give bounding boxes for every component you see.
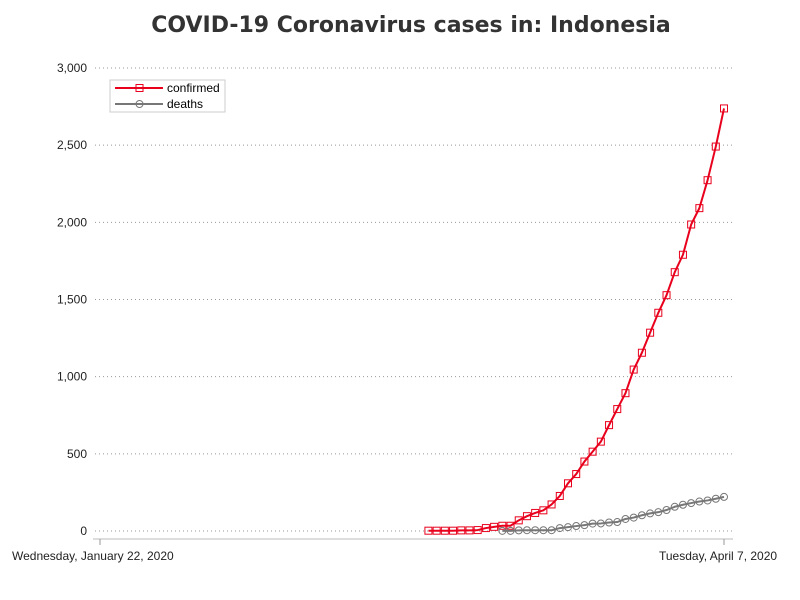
data-point-confirmed (572, 470, 581, 479)
data-point-confirmed (449, 526, 458, 535)
data-point-confirmed (547, 500, 556, 509)
data-point-deaths (720, 492, 728, 501)
data-point-deaths (572, 522, 581, 531)
data-point-deaths (547, 526, 556, 535)
data-point-confirmed (662, 291, 671, 300)
data-point-deaths (531, 526, 540, 535)
data-point-confirmed (695, 204, 704, 213)
series-line-confirmed (428, 108, 725, 532)
y-tick-label: 2,500 (57, 138, 87, 152)
x-tick-label: Tuesday, April 7, 2020 (659, 549, 777, 563)
data-point-confirmed (580, 457, 589, 466)
data-point-deaths (514, 526, 523, 535)
data-point-deaths (605, 518, 614, 527)
series-deaths (498, 492, 728, 535)
gridlines (95, 67, 732, 532)
data-point-confirmed (440, 526, 449, 535)
data-point-confirmed (711, 142, 720, 151)
data-point-confirmed (539, 506, 548, 515)
data-point-deaths (580, 521, 589, 530)
data-point-confirmed (457, 526, 466, 535)
x-tick-label: Wednesday, January 22, 2020 (12, 549, 174, 563)
data-point-confirmed (613, 405, 622, 414)
data-point-confirmed (654, 308, 663, 317)
data-point-confirmed (424, 526, 433, 535)
data-point-deaths (555, 524, 564, 533)
data-point-deaths (621, 514, 630, 523)
data-point-confirmed (473, 526, 482, 535)
y-tick-label: 1,000 (57, 370, 87, 384)
data-point-confirmed (564, 479, 572, 488)
series-line-deaths (502, 495, 725, 532)
data-point-deaths (711, 494, 720, 503)
data-point-deaths (613, 518, 622, 527)
legend-confirmed-marker (135, 84, 144, 92)
data-point-deaths (695, 497, 704, 506)
legend: confirmed deaths (109, 79, 226, 113)
data-point-deaths (498, 526, 507, 535)
data-point-deaths (662, 506, 671, 515)
data-point-deaths (506, 526, 515, 535)
data-point-confirmed (522, 512, 531, 521)
data-point-confirmed (555, 491, 564, 500)
data-point-deaths (564, 523, 572, 532)
data-point-confirmed (629, 365, 638, 374)
data-point-deaths (703, 496, 712, 505)
data-point-confirmed (678, 250, 687, 259)
data-point-confirmed (621, 389, 630, 398)
legend-box (109, 79, 226, 113)
data-point-confirmed (481, 524, 490, 533)
data-point-deaths (646, 509, 655, 518)
data-point-deaths (687, 499, 696, 508)
data-point-deaths (522, 526, 531, 535)
data-point-confirmed (596, 437, 605, 446)
data-point-confirmed (637, 348, 646, 357)
legend-deaths-label: deaths (167, 97, 203, 111)
data-point-confirmed (588, 447, 597, 456)
data-point-deaths (588, 519, 597, 528)
legend-confirmed-label: confirmed (167, 81, 220, 95)
data-point-deaths (629, 513, 638, 522)
data-point-confirmed (605, 421, 614, 430)
data-point-deaths (539, 526, 548, 535)
chart-title: COVID-19 Coronavirus cases in: Indonesia (151, 13, 671, 38)
data-point-deaths (596, 519, 605, 528)
axes: 0 500 1,000 1,500 2,000 2,500 3,000 Wednesday, … (12, 61, 777, 563)
data-point-confirmed (506, 521, 515, 530)
data-point-confirmed (646, 328, 655, 337)
data-point-confirmed (531, 508, 540, 517)
data-point-deaths (678, 500, 687, 509)
data-point-confirmed (432, 526, 441, 535)
series (424, 104, 728, 535)
data-point-confirmed (720, 104, 728, 113)
data-point-deaths (654, 508, 663, 517)
series-confirmed (424, 104, 728, 535)
y-tick-label: 500 (67, 447, 87, 461)
y-tick-label: 1,500 (57, 293, 87, 307)
data-point-deaths (670, 502, 679, 511)
y-tick-label: 2,000 (57, 215, 87, 229)
data-point-confirmed (687, 220, 696, 229)
legend-deaths-marker (135, 100, 144, 108)
data-point-confirmed (490, 522, 499, 531)
data-point-confirmed (703, 176, 712, 185)
data-point-confirmed (465, 526, 474, 535)
data-point-confirmed (498, 521, 507, 530)
y-tick-label: 3,000 (57, 61, 87, 75)
data-point-confirmed (514, 516, 523, 525)
y-tick-label: 0 (80, 524, 87, 538)
data-point-deaths (637, 511, 646, 520)
data-point-confirmed (670, 268, 679, 277)
